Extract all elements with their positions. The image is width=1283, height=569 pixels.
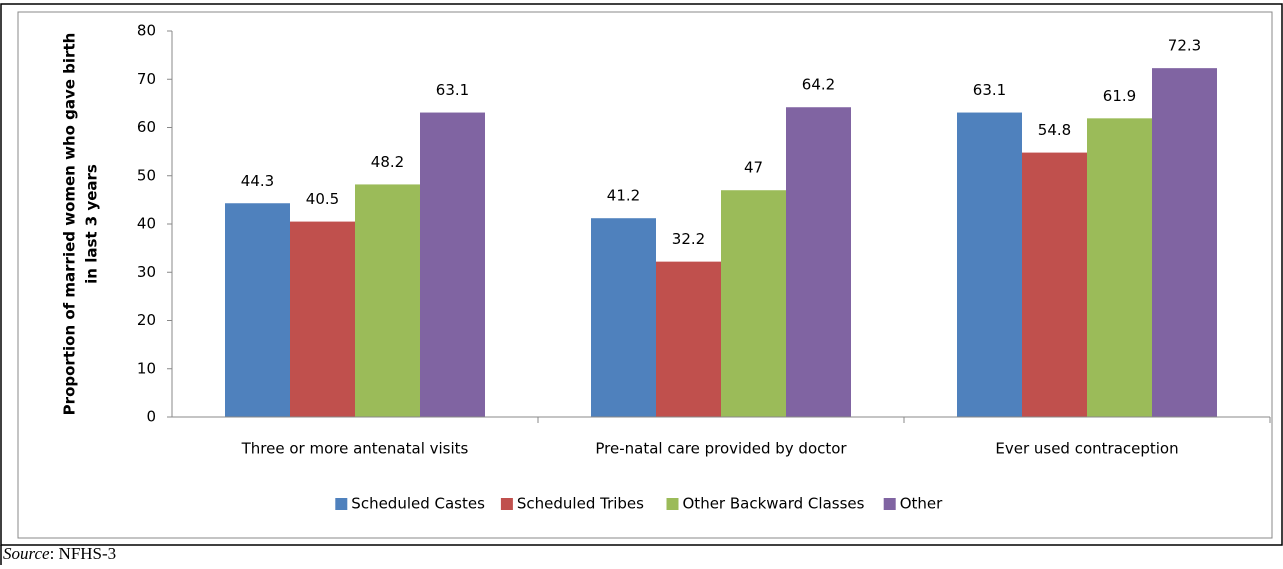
y-tick-label: 80 xyxy=(137,22,156,40)
y-tick-label: 60 xyxy=(137,118,156,136)
x-tick-label: Pre-natal care provided by doctor xyxy=(595,440,847,458)
value-label: 32.2 xyxy=(672,230,705,248)
value-label: 41.2 xyxy=(607,187,640,205)
legend-swatch xyxy=(883,498,896,510)
bar xyxy=(290,221,355,417)
value-label: 40.5 xyxy=(306,190,339,208)
y-axis-label: in last 3 years xyxy=(83,164,101,284)
value-label: 64.2 xyxy=(802,76,835,94)
legend-label: Other xyxy=(900,495,943,513)
bar xyxy=(1087,118,1152,418)
y-tick-label: 40 xyxy=(137,215,156,233)
source: Source: NFHS-3 xyxy=(3,544,116,563)
y-tick-label: 10 xyxy=(137,359,156,377)
legend-label: Scheduled Castes xyxy=(351,495,485,513)
y-tick-label: 20 xyxy=(137,311,156,329)
y-tick-label: 30 xyxy=(137,263,156,281)
bar xyxy=(591,218,656,417)
chart-frame xyxy=(17,11,1273,539)
legend-swatch xyxy=(500,498,513,510)
value-label: 54.8 xyxy=(1038,121,1071,139)
value-label: 72.3 xyxy=(1168,37,1201,55)
bar xyxy=(656,261,721,417)
bar xyxy=(721,190,786,417)
bar xyxy=(957,112,1022,417)
legend-swatch xyxy=(335,498,348,510)
x-tick-label: Ever used contraception xyxy=(995,440,1178,458)
bar xyxy=(1022,152,1087,417)
bar xyxy=(355,184,420,417)
bar xyxy=(1152,68,1217,417)
bar xyxy=(786,107,851,418)
x-tick-label: Three or more antenatal visits xyxy=(241,440,469,458)
legend-label: Scheduled Tribes xyxy=(517,495,644,513)
y-axis-label: Proportion of married women who gave bir… xyxy=(61,33,79,416)
source-label: Source xyxy=(3,544,50,563)
value-label: 47 xyxy=(744,159,763,177)
source-text: : NFHS-3 xyxy=(50,544,117,563)
bar xyxy=(420,112,485,417)
y-tick-label: 70 xyxy=(137,70,156,88)
value-label: 63.1 xyxy=(436,81,469,99)
legend-swatch xyxy=(666,498,679,510)
bar xyxy=(225,203,290,417)
y-tick-label: 0 xyxy=(146,408,156,426)
value-label: 63.1 xyxy=(973,81,1006,99)
value-label: 48.2 xyxy=(371,153,404,171)
value-label: 44.3 xyxy=(241,172,274,190)
outer-frame xyxy=(0,3,1283,546)
legend-label: Other Backward Classes xyxy=(683,495,865,513)
y-tick-label: 50 xyxy=(137,166,156,184)
value-label: 61.9 xyxy=(1103,87,1136,105)
